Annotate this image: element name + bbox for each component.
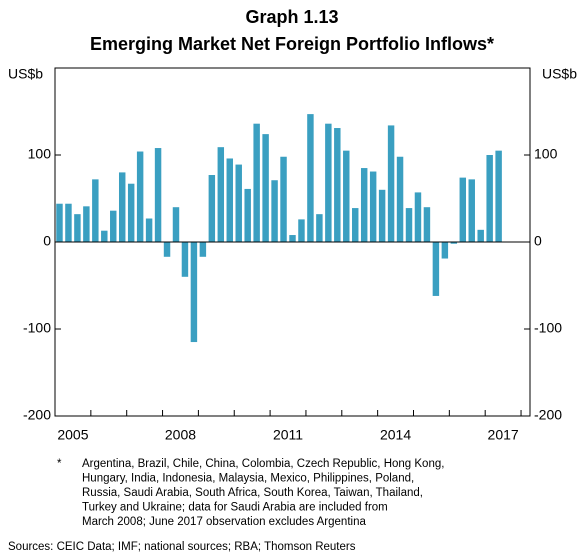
y2-tick-label: -200 [534,407,562,423]
bar [432,242,440,296]
x-tick-label: 2017 [488,427,519,443]
bar [83,206,90,242]
bar [495,150,502,242]
x-tick-label: 2005 [57,427,88,443]
bar [414,192,422,242]
bar [235,164,242,242]
y-tick-label: 0 [43,233,51,249]
bar [325,123,332,242]
y2-unit: US$b [542,66,577,82]
bar [110,210,117,242]
bar [136,151,144,242]
y-tick-label: -200 [23,407,51,423]
bar [199,242,207,257]
y2-tick-label: -100 [534,320,562,336]
bar [468,179,475,242]
sources: Sources: CEIC Data; IMF; national source… [8,541,356,553]
bar [92,179,99,242]
bar [423,207,431,242]
bar [181,242,189,277]
bar [307,114,314,242]
bar [289,235,296,242]
x-tick-label: 2008 [165,427,196,443]
bar [334,128,341,242]
bar [262,134,269,242]
bar [172,207,180,242]
bar [369,171,377,242]
bar [244,188,251,242]
chart-subtitle: Emerging Market Net Foreign Portfolio In… [90,34,494,54]
footnote-line: Turkey and Ukraine; data for Saudi Arabi… [82,502,388,514]
y-unit: US$b [8,66,43,82]
bar [226,158,233,242]
bar [343,150,350,242]
x-tick-label: 2011 [273,427,303,443]
bar [127,183,135,242]
bar [486,155,493,242]
bar [360,168,368,242]
bar [101,230,108,242]
bar [298,219,305,242]
bar [65,203,72,242]
bar [271,180,278,242]
bar [163,242,171,257]
bar [56,203,63,242]
footnote-line: March 2008; June 2017 observation exclud… [82,516,366,528]
bar [387,125,395,242]
bar [378,189,386,242]
footnote-line: Argentina, Brazil, Chile, China, Colombi… [82,458,444,470]
footnote-line: Russia, Saudi Arabia, South Africa, Sout… [82,487,423,499]
bar [405,208,413,242]
bar [154,148,162,242]
bar [459,177,467,242]
bar [208,175,216,242]
bar [477,229,484,242]
bar [253,123,260,242]
footnote-mark: * [57,458,62,470]
y-tick-label: -100 [23,320,51,336]
bar [74,214,81,242]
bar [352,208,359,242]
bar [396,156,404,242]
bar [441,242,449,259]
footnote-line: Hungary, India, Indonesia, Malaysia, Mex… [82,473,414,485]
bar [450,242,458,244]
bar [217,147,225,242]
bar [118,172,126,242]
x-tick-label: 2014 [380,427,411,443]
y2-tick-label: 0 [534,233,542,249]
bar [316,214,323,242]
y2-tick-label: 100 [534,146,558,162]
y-tick-label: 100 [28,146,52,162]
bar [190,242,198,343]
bar [145,218,153,242]
chart-title: Graph 1.13 [245,7,338,27]
bar [280,156,287,242]
